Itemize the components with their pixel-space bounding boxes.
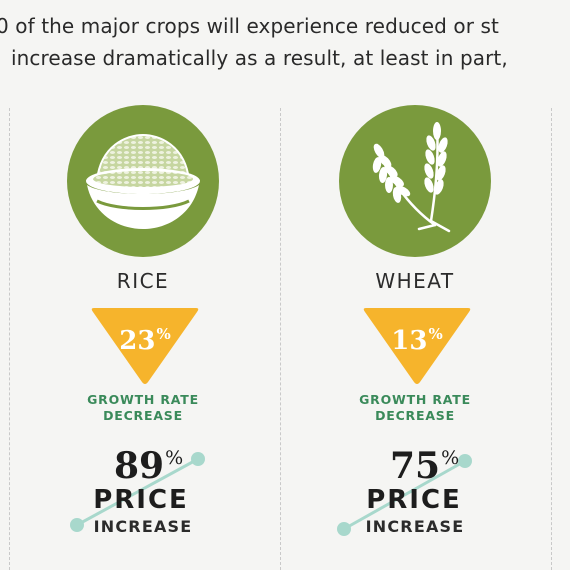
price-label: PRICE — [93, 485, 189, 515]
crop-name: RICE — [116, 269, 170, 293]
growth-rate-label: GROWTH RATE DECREASE — [87, 392, 199, 423]
price-label: PRICE — [366, 485, 462, 515]
increase-label: INCREASE — [93, 517, 193, 536]
growth-rate-value: 13% — [391, 325, 443, 356]
increase-label: INCREASE — [365, 517, 465, 536]
trend-line-icon — [337, 454, 472, 536]
wheat-icon-circle — [339, 105, 491, 257]
rice-icon-circle — [67, 105, 219, 257]
growth-triangle — [91, 308, 199, 384]
price-increase-value: 89% — [114, 445, 184, 487]
growth-rate-label: GROWTH RATE DECREASE — [359, 392, 471, 423]
wheat-stalks-icon — [372, 122, 451, 233]
column-divider — [9, 108, 10, 570]
crop-name: WHEAT — [375, 269, 455, 293]
column-divider — [280, 108, 281, 570]
growth-rate-value: 23% — [119, 325, 171, 356]
intro-text-line-2: increase dramatically as a result, at le… — [11, 46, 508, 70]
trend-line-icon — [70, 452, 205, 532]
growth-triangle — [363, 308, 471, 384]
rice-bowl-icon — [86, 133, 200, 229]
column-divider — [551, 108, 552, 570]
intro-text-line-1: 0 of the major crops will experience red… — [0, 14, 499, 38]
price-increase-value: 75% — [390, 445, 460, 487]
